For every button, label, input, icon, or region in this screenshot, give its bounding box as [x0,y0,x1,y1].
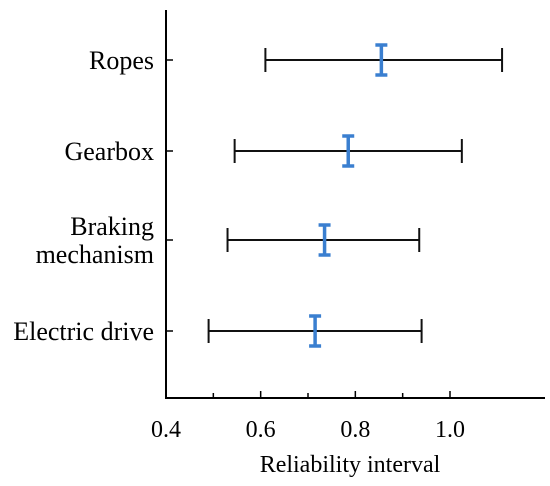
category-label: Ropes [89,46,154,75]
category-label-line: Ropes [89,46,154,75]
plot-area: 0.4 0.6 0.8 1.0 Ropes Gearbox Braking mechanism… [13,10,545,443]
x-tick-label: 1.0 [435,417,465,443]
x-tick-label: 0.8 [340,417,370,443]
category-label-line: Braking [70,212,154,241]
x-axis-title: Reliability interval [260,452,441,478]
category-label-line: mechanism [36,240,154,269]
category-label: Braking mechanism [36,212,154,269]
x-tick-label: 0.4 [151,417,181,443]
category-label: Gearbox [64,137,154,166]
x-tick-label: 0.6 [246,417,276,443]
category-label-line: Gearbox [64,137,154,166]
category-label-line: Electric drive [13,317,154,346]
category-label: Electric drive [13,317,154,346]
